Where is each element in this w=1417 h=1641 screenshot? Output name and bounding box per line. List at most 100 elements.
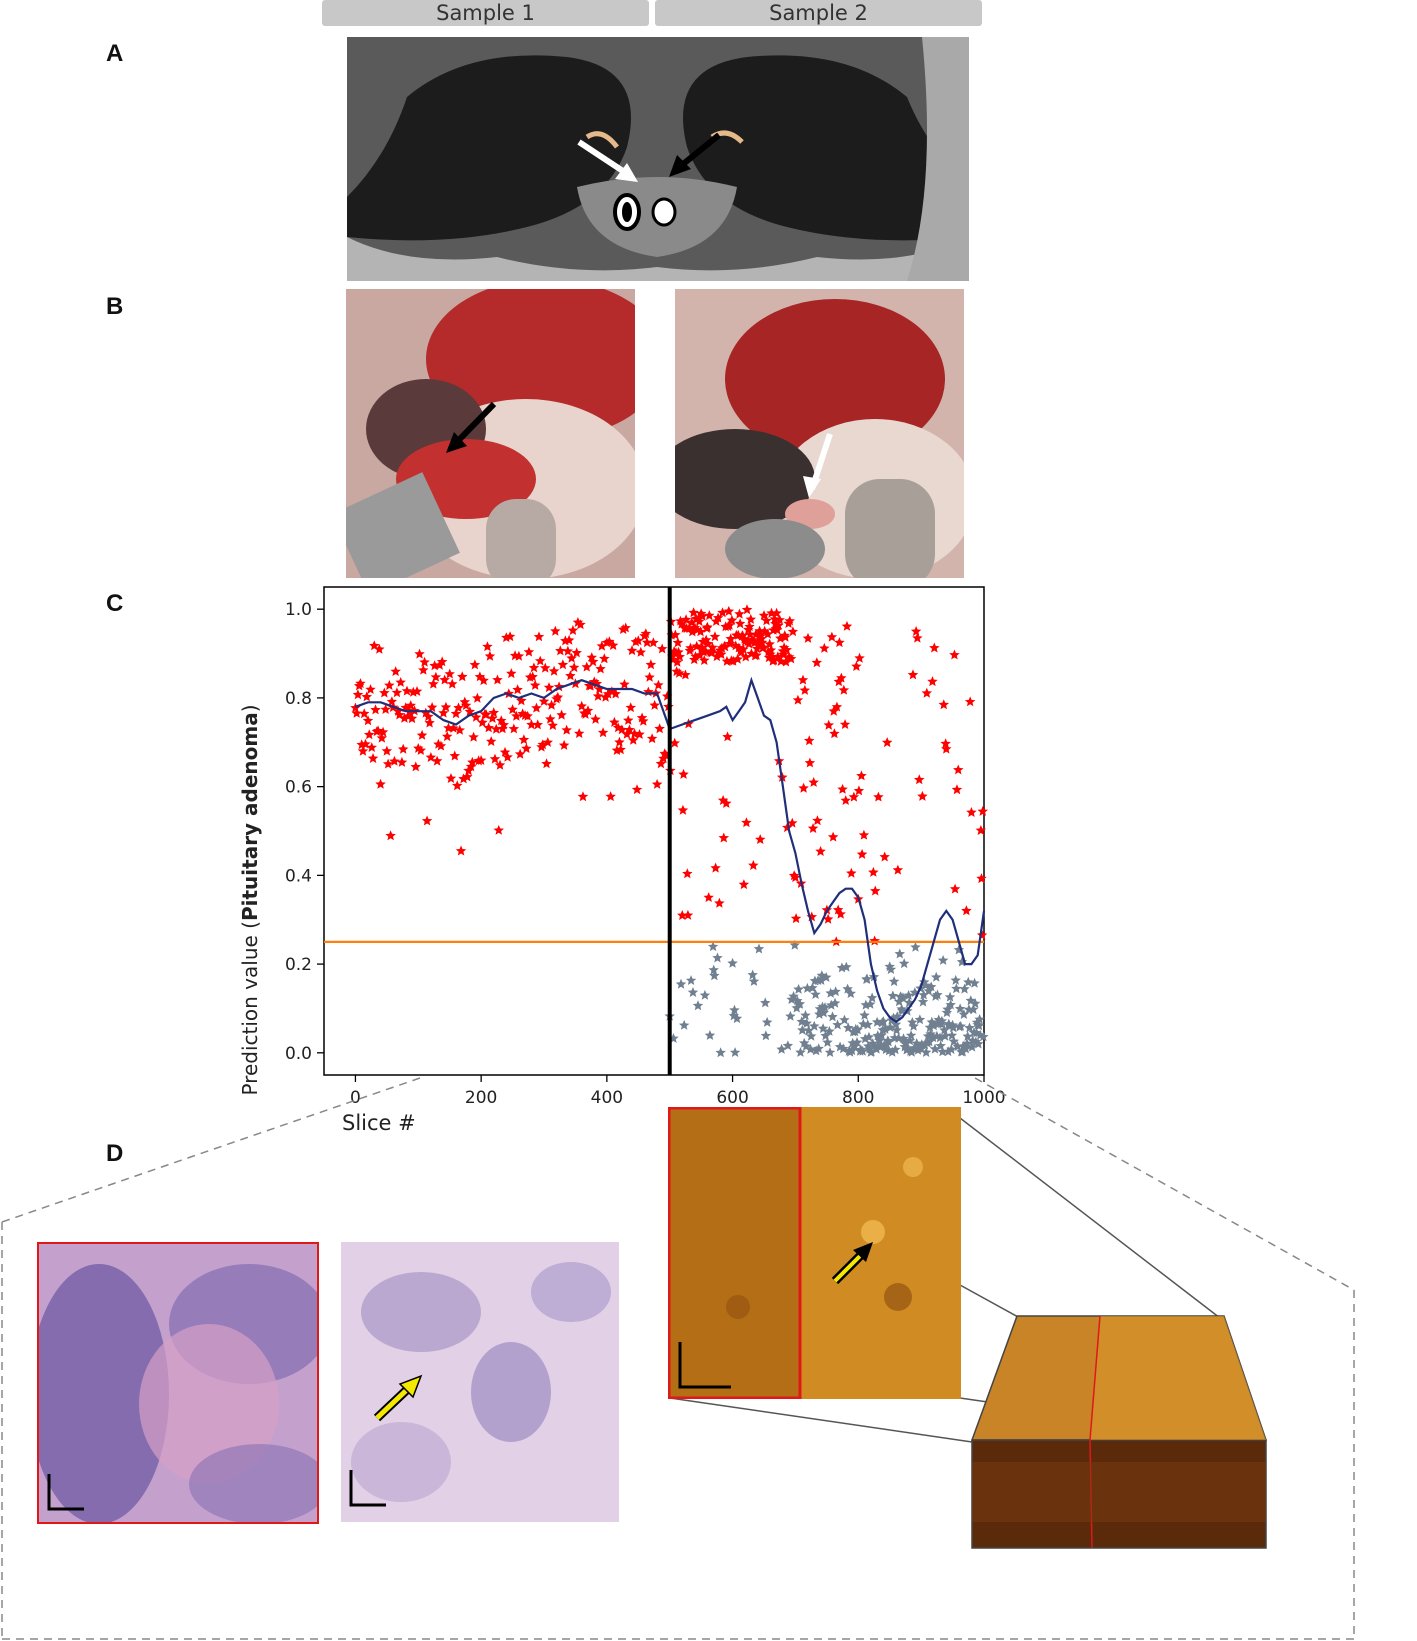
data-point bbox=[738, 879, 750, 890]
x-tick-label: 200 bbox=[465, 1088, 497, 1108]
data-point bbox=[410, 761, 421, 772]
data-point bbox=[939, 1030, 951, 1041]
data-point bbox=[418, 664, 429, 675]
data-point bbox=[865, 998, 876, 1009]
data-point bbox=[366, 742, 377, 752]
data-point bbox=[776, 1043, 787, 1054]
data-point bbox=[964, 1022, 975, 1033]
data-point bbox=[669, 737, 680, 748]
data-point bbox=[364, 729, 375, 740]
data-point bbox=[891, 1024, 902, 1035]
surgical-photo-sample-2 bbox=[675, 289, 964, 578]
data-point bbox=[758, 641, 769, 652]
data-point bbox=[561, 724, 572, 735]
data-point bbox=[910, 626, 922, 636]
data-point bbox=[828, 705, 839, 716]
data-point bbox=[722, 731, 733, 742]
data-point bbox=[817, 1023, 829, 1034]
data-point bbox=[898, 958, 910, 969]
data-point bbox=[436, 656, 448, 667]
data-point bbox=[894, 948, 905, 959]
data-point bbox=[738, 643, 749, 654]
data-point bbox=[494, 759, 506, 770]
scale-bar bbox=[349, 1470, 386, 1507]
data-point bbox=[893, 996, 905, 1007]
data-point bbox=[618, 624, 629, 634]
data-point bbox=[694, 649, 706, 660]
data-point bbox=[813, 1043, 824, 1054]
data-point bbox=[958, 1009, 970, 1019]
data-point bbox=[467, 756, 478, 767]
data-point bbox=[937, 1046, 948, 1057]
data-point bbox=[649, 699, 660, 710]
data-point bbox=[785, 653, 797, 664]
data-point bbox=[486, 736, 497, 746]
data-point bbox=[760, 1030, 772, 1041]
data-point bbox=[772, 624, 783, 635]
data-point bbox=[484, 650, 496, 661]
data-point bbox=[851, 1037, 863, 1047]
data-point bbox=[377, 726, 389, 737]
data-point bbox=[798, 782, 809, 793]
data-point bbox=[359, 708, 370, 719]
data-point bbox=[489, 753, 501, 764]
data-point bbox=[908, 1020, 919, 1031]
data-point bbox=[492, 674, 503, 685]
data-point bbox=[731, 1013, 743, 1024]
data-point bbox=[423, 711, 434, 722]
data-point bbox=[547, 720, 558, 730]
data-point bbox=[623, 715, 634, 725]
data-point bbox=[811, 657, 822, 668]
data-point bbox=[794, 998, 806, 1009]
data-point bbox=[810, 989, 821, 999]
data-point bbox=[482, 641, 493, 652]
data-point bbox=[918, 989, 929, 1000]
data-point bbox=[900, 1037, 912, 1047]
data-point bbox=[707, 642, 718, 653]
data-point bbox=[747, 969, 758, 980]
data-point bbox=[734, 608, 745, 619]
plot-frame bbox=[323, 586, 985, 1076]
data-point bbox=[673, 667, 685, 678]
y-axis-label: Prediction value (Pituitary adenoma) bbox=[238, 704, 262, 1095]
data-point bbox=[699, 655, 710, 665]
data-point bbox=[975, 825, 987, 835]
data-point bbox=[428, 678, 439, 689]
scale-bar bbox=[47, 1474, 84, 1511]
data-point bbox=[631, 784, 643, 795]
data-point bbox=[453, 702, 464, 713]
tab-sample-1[interactable]: Sample 1 bbox=[322, 0, 649, 26]
data-point bbox=[952, 1041, 963, 1052]
data-point bbox=[677, 804, 689, 815]
data-point bbox=[367, 753, 379, 763]
data-point bbox=[873, 791, 884, 802]
data-point bbox=[707, 941, 719, 952]
data-point bbox=[710, 862, 721, 873]
data-point bbox=[365, 684, 376, 694]
data-point bbox=[955, 1020, 966, 1031]
data-point bbox=[761, 1016, 773, 1027]
data-point bbox=[860, 1033, 871, 1044]
data-point bbox=[797, 1024, 808, 1035]
tab-sample-2[interactable]: Sample 2 bbox=[655, 0, 982, 26]
data-point bbox=[716, 649, 727, 659]
data-point bbox=[460, 700, 472, 710]
data-point bbox=[942, 1046, 954, 1057]
data-point bbox=[718, 832, 729, 843]
data-point bbox=[887, 1046, 898, 1057]
data-point bbox=[859, 1009, 870, 1020]
data-point bbox=[445, 773, 457, 783]
data-point bbox=[582, 705, 594, 716]
data-point bbox=[826, 631, 838, 642]
y-tick-label: 0.8 bbox=[285, 689, 312, 709]
data-point bbox=[762, 628, 773, 639]
data-point bbox=[602, 688, 614, 699]
data-point bbox=[805, 1030, 817, 1041]
data-point bbox=[512, 684, 523, 695]
data-point bbox=[385, 830, 396, 841]
data-point bbox=[812, 815, 823, 826]
data-point bbox=[726, 614, 738, 625]
data-point bbox=[931, 971, 942, 982]
data-point bbox=[704, 610, 715, 620]
data-point bbox=[488, 707, 499, 718]
